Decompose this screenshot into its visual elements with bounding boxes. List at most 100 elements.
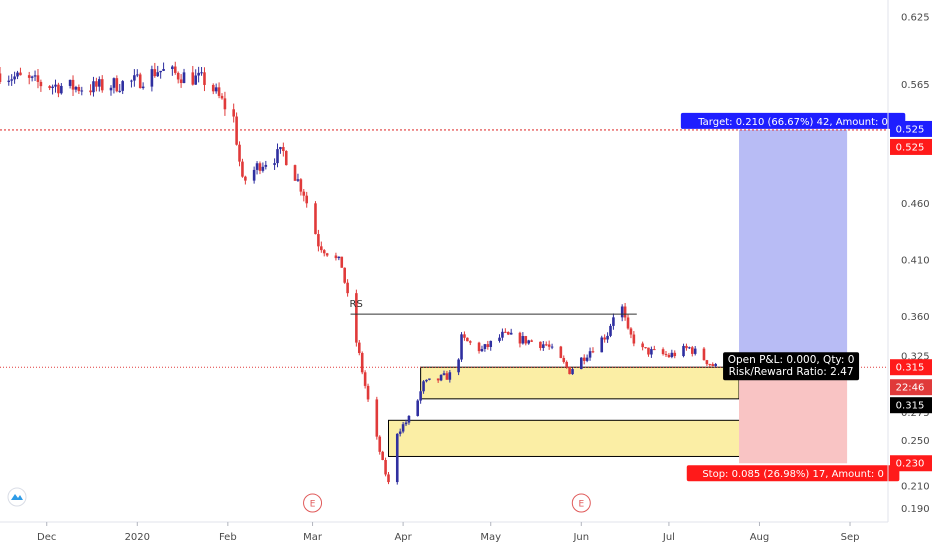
candle-body (7, 80, 11, 83)
candle-body (486, 344, 490, 347)
candle-body (650, 349, 653, 355)
candle (211, 83, 215, 95)
candle-body (667, 354, 671, 358)
stop-label-box (686, 465, 900, 482)
candle-body (550, 346, 554, 348)
candle-body (489, 340, 493, 347)
candle (550, 343, 554, 350)
candle-body (27, 75, 31, 78)
candle (606, 332, 609, 343)
candle-body (343, 267, 346, 283)
candle-body (384, 459, 387, 475)
candle (57, 82, 60, 98)
candle-body (477, 342, 481, 352)
stop-zone[interactable] (739, 367, 848, 464)
long-position-tool[interactable] (739, 129, 848, 464)
candle-body (334, 255, 338, 259)
candle (314, 201, 317, 235)
candle (235, 112, 238, 146)
price-axis[interactable]: 0.625 0.565 0.460 0.410 0.360 0.325 0.275 0.250… (901, 12, 930, 514)
candle (480, 345, 484, 353)
candle-body (463, 334, 466, 338)
candle (299, 178, 303, 196)
rs-label: RS (350, 299, 363, 310)
candle-body (670, 352, 674, 358)
candle (182, 68, 186, 84)
candle-body (325, 253, 329, 256)
candle (486, 340, 490, 350)
candle-body (690, 347, 694, 354)
candle (279, 146, 282, 154)
candle (100, 75, 104, 93)
candle (378, 435, 382, 455)
candle-body (357, 342, 361, 353)
candle-body (322, 250, 326, 254)
candle-body (632, 334, 636, 344)
annotations: RS Target: 0.210 (66.67%) 42, Amount: 0 St… (303, 112, 906, 513)
candle (317, 229, 320, 252)
candle (714, 362, 717, 368)
candle (401, 421, 405, 434)
candle (670, 349, 674, 359)
price-tag-current-box (890, 359, 932, 376)
candle (276, 143, 279, 168)
candle (404, 419, 408, 427)
candle (711, 362, 715, 367)
price-tick-label: 0.625 (901, 12, 930, 23)
candle (30, 75, 34, 82)
candle (436, 378, 440, 383)
candle-body (118, 90, 122, 92)
candle-body (620, 306, 624, 318)
candle (334, 252, 338, 261)
candle-body (588, 351, 592, 358)
candle-body (264, 164, 268, 167)
candle (425, 379, 428, 383)
candle-body (276, 149, 279, 164)
candle (19, 67, 22, 76)
price-tick-label: 0.190 (901, 504, 930, 515)
risk-reward-label: Risk/Reward Ratio: 2.47 (729, 366, 854, 378)
candle (466, 337, 469, 342)
candle (612, 313, 615, 330)
candle-body (591, 351, 595, 353)
candle (176, 71, 180, 84)
candle-body (346, 282, 349, 294)
pnl-label: Open P&L: 0.000, Qty: 0 (728, 354, 855, 366)
candle (504, 328, 507, 333)
candle-body (89, 90, 92, 93)
candle (588, 347, 592, 361)
candle-body (112, 78, 116, 88)
candle (302, 189, 306, 202)
candle (626, 314, 630, 330)
stop-label: Stop: 0.085 (26.98%) 17, Amount: 0 (702, 469, 884, 480)
candle-body (416, 400, 420, 416)
candle (325, 252, 329, 257)
candle (667, 352, 671, 359)
candle (171, 65, 174, 76)
candle-body (661, 349, 665, 355)
target-zone[interactable] (739, 129, 848, 368)
candle (702, 347, 706, 361)
price-tag-current: 0.315 (896, 363, 925, 374)
earnings-marker-2[interactable] (571, 493, 591, 513)
demand-zone-2[interactable] (388, 419, 743, 457)
tradingview-logo[interactable] (7, 487, 27, 507)
candle-body (115, 78, 119, 92)
candle (422, 380, 425, 394)
time-axis[interactable]: Dec 2020 Feb Mar Apr May Jun Jul Aug Sep (37, 522, 859, 543)
candle (343, 267, 346, 284)
countdown-tag-box (890, 379, 932, 396)
earnings-marker-1[interactable] (303, 493, 323, 513)
time-tick-label: Sep (841, 532, 860, 543)
candle-body (688, 347, 691, 349)
candle (150, 65, 154, 92)
candle-body (466, 337, 469, 342)
logo-mountain-icon (11, 494, 23, 500)
demand-zone-1[interactable] (420, 366, 740, 400)
candle (153, 62, 157, 78)
candle-body (360, 352, 364, 373)
candle (68, 79, 72, 89)
candle-body (293, 165, 297, 181)
candle-body (235, 116, 238, 145)
